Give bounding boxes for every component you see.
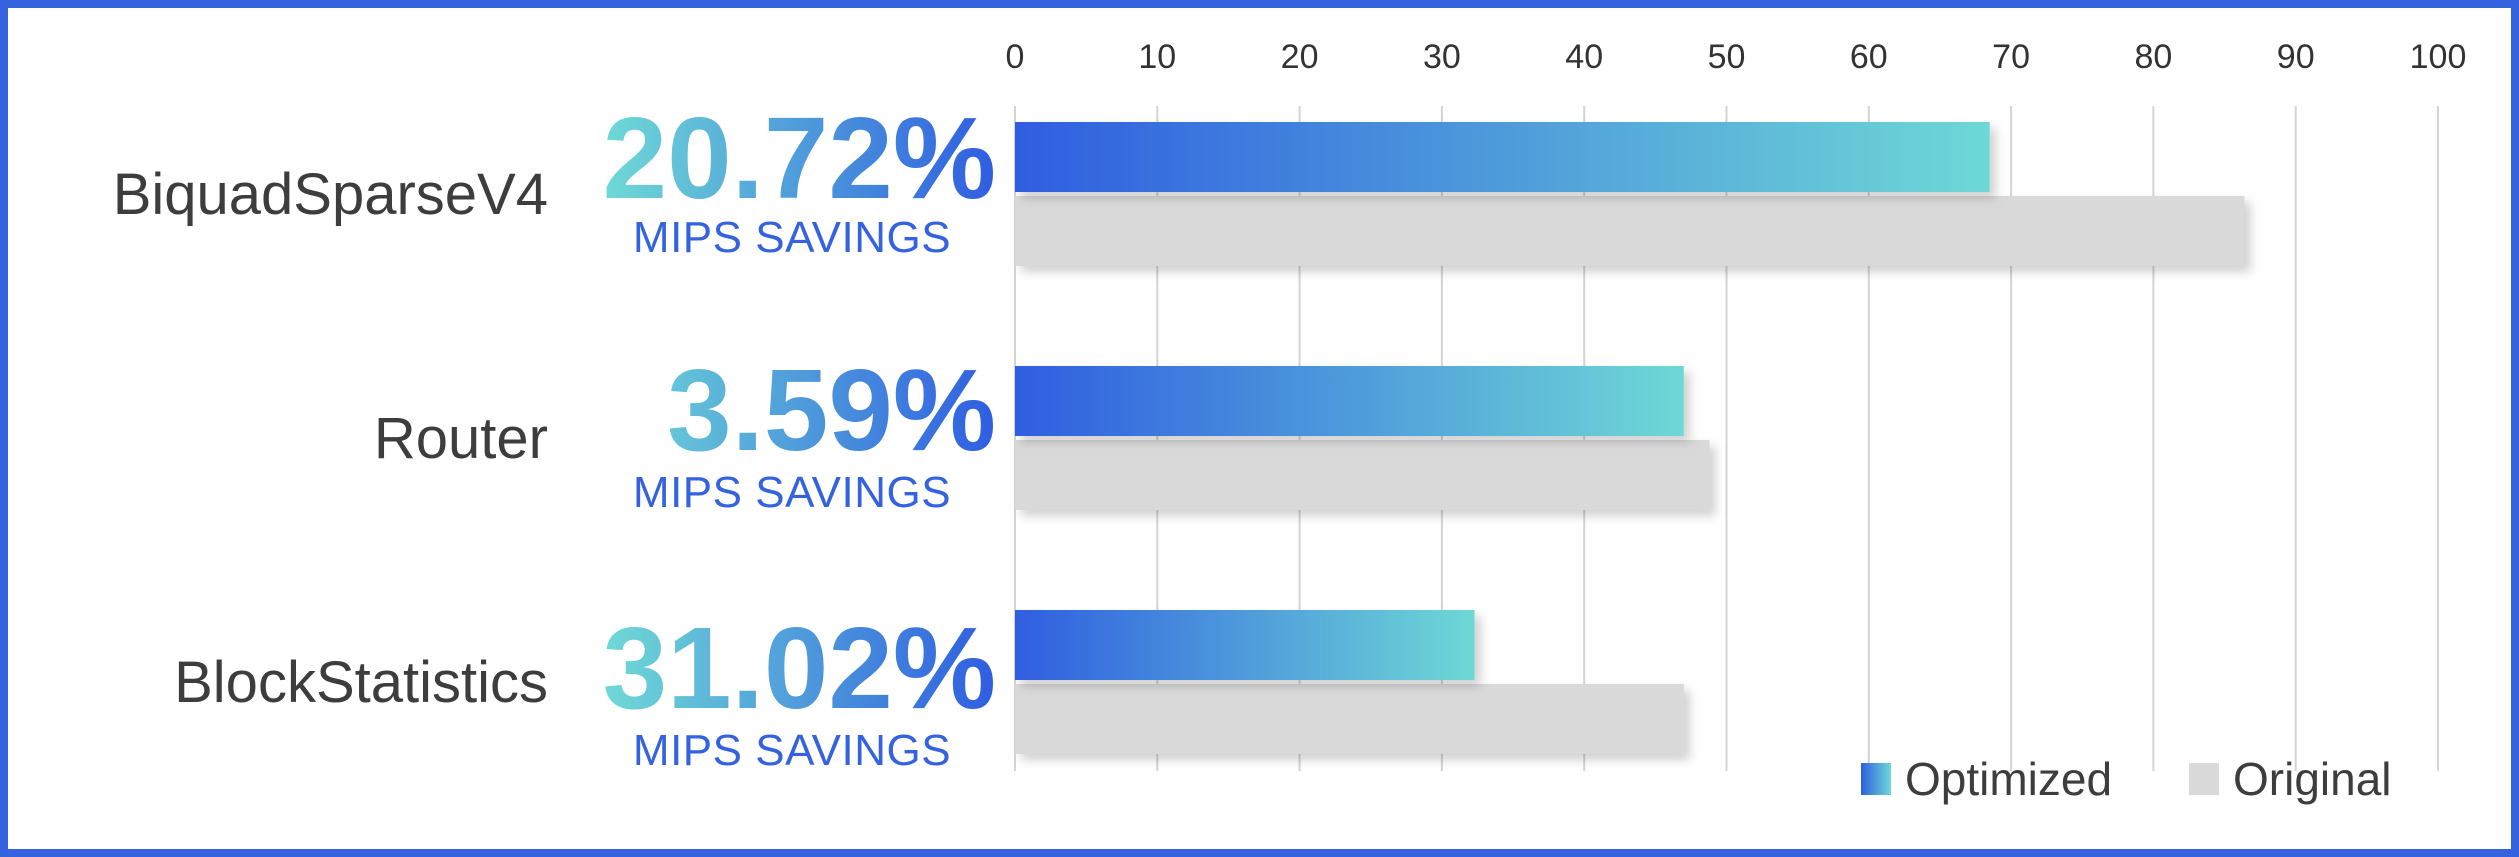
x-axis-ticks: 0 10 20 30 40 50 60 70 80 90 100 [1006, 38, 2467, 76]
x-tick-label: 10 [1138, 38, 1176, 76]
savings-subtitle: MIPS SAVINGS [633, 726, 951, 775]
category-label: Router [374, 406, 548, 471]
bar-optimized [1015, 610, 1475, 680]
bar-original [1015, 684, 1684, 754]
bars [1015, 122, 2245, 754]
legend-swatch-optimized [1861, 763, 1891, 795]
savings-percent: 3.59% [667, 345, 996, 475]
x-tick-label: 70 [1992, 38, 2030, 76]
x-tick-label: 80 [2134, 38, 2172, 76]
legend-label-original: Original [2233, 753, 2392, 805]
savings-percent: 20.72% [603, 93, 996, 223]
x-tick-label: 60 [1850, 38, 1888, 76]
x-tick-label: 40 [1565, 38, 1603, 76]
savings-subtitle: MIPS SAVINGS [633, 213, 951, 262]
savings-subtitle: MIPS SAVINGS [633, 468, 951, 517]
x-tick-label: 20 [1281, 38, 1319, 76]
x-tick-label: 30 [1423, 38, 1461, 76]
savings-bar-chart: 0 10 20 30 40 50 60 70 80 90 100 BiquadSparseV4 Rou… [113, 38, 2467, 805]
savings-percent: 31.02% [603, 603, 996, 733]
bar-optimized [1015, 122, 1990, 192]
x-tick-label: 50 [1708, 38, 1746, 76]
bar-original [1015, 196, 2245, 266]
bar-optimized [1015, 366, 1684, 436]
legend-label-optimized: Optimized [1905, 753, 2112, 805]
x-tick-label: 90 [2277, 38, 2315, 76]
x-tick-label: 0 [1006, 38, 1025, 76]
legend-swatch-original [2189, 763, 2219, 795]
bar-original [1015, 440, 1710, 510]
x-tick-label: 100 [2410, 38, 2467, 76]
category-label: BlockStatistics [174, 650, 548, 715]
legend: Optimized Original [1861, 753, 2392, 805]
category-labels: BiquadSparseV4 Router BlockStatistics [113, 162, 548, 715]
category-label: BiquadSparseV4 [113, 162, 548, 227]
